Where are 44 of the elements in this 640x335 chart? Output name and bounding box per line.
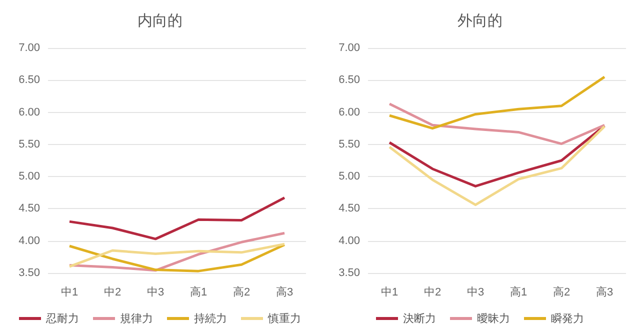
line-series [388, 125, 606, 206]
legend-label: 慎重力 [267, 312, 301, 325]
x-tick-label: 中1 [380, 286, 398, 298]
legend-label: 瞬発力 [551, 312, 584, 325]
chart-title: 内向的 [138, 12, 182, 30]
y-tick-label: 5.50 [338, 138, 360, 150]
x-tick-label: 高2 [232, 286, 250, 298]
y-tick-label: 3.50 [18, 267, 40, 279]
x-tick-label: 高1 [510, 286, 528, 298]
legend-label: 持続力 [194, 312, 227, 325]
x-tick-label: 中3 [146, 286, 164, 298]
x-tick-label: 中1 [60, 286, 78, 298]
y-tick-label: 4.00 [18, 234, 40, 247]
x-tick-label: 中2 [424, 286, 442, 298]
y-tick-label: 3.50 [338, 267, 360, 279]
y-tick-label: 6.50 [18, 74, 40, 86]
line-series [68, 243, 286, 272]
y-tick-label: 6.50 [338, 74, 360, 86]
chart-title: 外向的 [458, 12, 502, 30]
x-tick-label: 中3 [466, 286, 484, 298]
y-tick-label: 5.00 [18, 170, 40, 183]
y-tick-label: 6.00 [338, 106, 360, 118]
x-tick-label: 高3 [276, 286, 294, 298]
line-series [388, 102, 606, 146]
x-tick-label: 高1 [190, 286, 208, 298]
legend-label: 曖昧力 [477, 312, 510, 325]
y-tick-label: 6.00 [18, 106, 40, 118]
y-tick-label: 5.00 [338, 170, 360, 183]
y-tick-label: 4.50 [338, 202, 360, 215]
x-tick-label: 中2 [104, 286, 122, 298]
legend-label: 決断力 [403, 312, 436, 325]
line-series [68, 196, 286, 240]
y-tick-label: 4.50 [18, 202, 40, 215]
legend-label: 忍耐力 [45, 312, 79, 325]
y-tick-label: 7.00 [18, 42, 40, 54]
x-tick-label: 高3 [596, 286, 614, 298]
line-series [68, 242, 286, 268]
y-tick-label: 7.00 [338, 42, 360, 54]
line-series [388, 124, 606, 188]
legend-label: 規律力 [120, 312, 153, 325]
x-tick-label: 高2 [552, 286, 570, 298]
line-series [388, 76, 606, 130]
y-tick-label: 5.50 [18, 138, 40, 150]
y-tick-label: 4.00 [338, 234, 360, 247]
